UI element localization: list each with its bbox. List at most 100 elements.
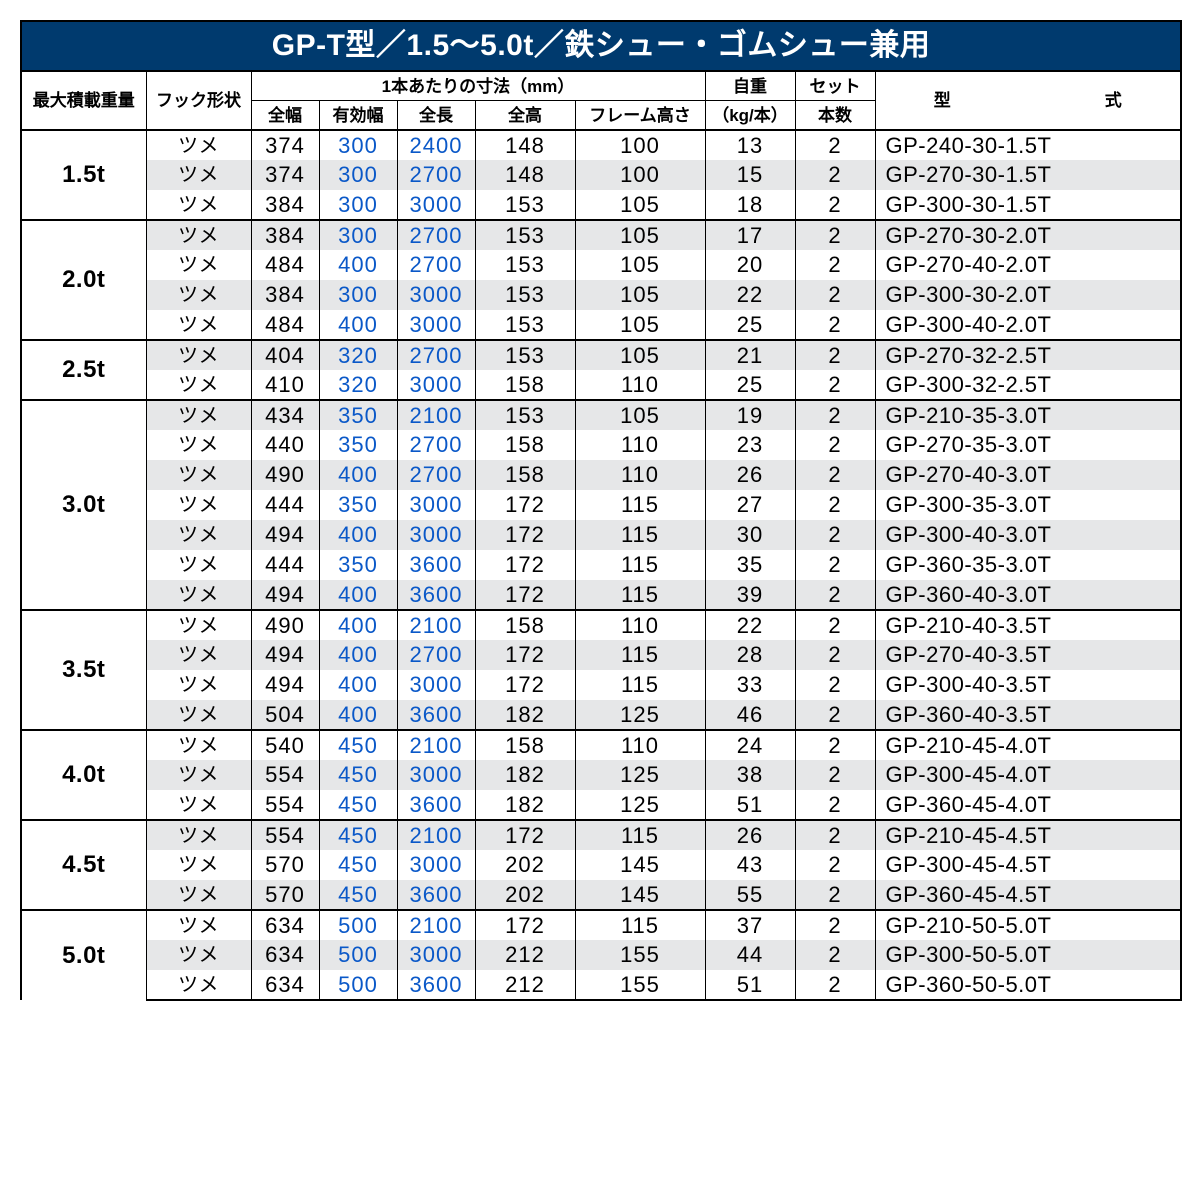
cell-full-width: 504 (251, 700, 319, 730)
cell-frame-height: 100 (575, 160, 705, 190)
cell-eff-width: 450 (319, 850, 397, 880)
cell-frame-height: 115 (575, 550, 705, 580)
cell-load: 4.0t (21, 730, 146, 820)
cell-full-length: 3000 (397, 940, 475, 970)
cell-weight: 21 (705, 340, 795, 370)
cell-hook: ツメ (146, 190, 251, 220)
cell-eff-width: 400 (319, 670, 397, 700)
cell-eff-width: 500 (319, 940, 397, 970)
cell-frame-height: 125 (575, 700, 705, 730)
header-row-1: 最大積載重量 フック形状 1本あたりの寸法（mm） 自重 セット 型 式 (21, 71, 1181, 101)
cell-full-width: 554 (251, 820, 319, 850)
table-row: ツメ4944003600172115392GP-360-40-3.0T (21, 580, 1181, 610)
cell-full-length: 2700 (397, 430, 475, 460)
cell-frame-height: 125 (575, 760, 705, 790)
cell-full-height: 182 (475, 790, 575, 820)
cell-model: GP-210-50-5.0T (875, 910, 1181, 940)
cell-hook: ツメ (146, 370, 251, 400)
cell-frame-height: 110 (575, 430, 705, 460)
cell-frame-height: 115 (575, 490, 705, 520)
cell-set: 2 (795, 250, 875, 280)
cell-hook: ツメ (146, 490, 251, 520)
cell-eff-width: 450 (319, 730, 397, 760)
cell-set: 2 (795, 880, 875, 910)
cell-model: GP-270-40-3.0T (875, 460, 1181, 490)
cell-full-width: 494 (251, 640, 319, 670)
cell-full-height: 148 (475, 160, 575, 190)
cell-weight: 22 (705, 610, 795, 640)
cell-set: 2 (795, 790, 875, 820)
cell-frame-height: 105 (575, 340, 705, 370)
cell-full-height: 153 (475, 190, 575, 220)
cell-hook: ツメ (146, 280, 251, 310)
cell-eff-width: 350 (319, 490, 397, 520)
cell-full-height: 158 (475, 370, 575, 400)
cell-eff-width: 300 (319, 220, 397, 250)
cell-set: 2 (795, 820, 875, 850)
cell-full-height: 148 (475, 130, 575, 160)
table-row: 2.0tツメ3843002700153105172GP-270-30-2.0T (21, 220, 1181, 250)
table-row: ツメ4944003000172115302GP-300-40-3.0T (21, 520, 1181, 550)
cell-full-width: 554 (251, 790, 319, 820)
table-row: ツメ4844002700153105202GP-270-40-2.0T (21, 250, 1181, 280)
cell-full-length: 3600 (397, 700, 475, 730)
cell-full-length: 3000 (397, 850, 475, 880)
cell-full-width: 484 (251, 250, 319, 280)
cell-full-length: 3000 (397, 490, 475, 520)
cell-eff-width: 450 (319, 790, 397, 820)
cell-frame-height: 110 (575, 460, 705, 490)
cell-full-height: 172 (475, 490, 575, 520)
cell-full-height: 158 (475, 430, 575, 460)
table-row: ツメ5704503000202145432GP-300-45-4.5T (21, 850, 1181, 880)
cell-hook: ツメ (146, 340, 251, 370)
cell-set: 2 (795, 640, 875, 670)
cell-model: GP-300-35-3.0T (875, 490, 1181, 520)
cell-model: GP-300-45-4.0T (875, 760, 1181, 790)
table-row: ツメ4844003000153105252GP-300-40-2.0T (21, 310, 1181, 340)
cell-full-width: 634 (251, 910, 319, 940)
cell-full-width: 494 (251, 520, 319, 550)
hdr-model: 型 式 (875, 71, 1181, 130)
hdr-full-length: 全長 (397, 101, 475, 131)
table-row: 4.5tツメ5544502100172115262GP-210-45-4.5T (21, 820, 1181, 850)
cell-full-length: 2100 (397, 910, 475, 940)
cell-set: 2 (795, 340, 875, 370)
cell-weight: 13 (705, 130, 795, 160)
cell-eff-width: 350 (319, 550, 397, 580)
cell-full-length: 3000 (397, 520, 475, 550)
cell-full-height: 172 (475, 640, 575, 670)
cell-weight: 25 (705, 370, 795, 400)
cell-eff-width: 300 (319, 130, 397, 160)
cell-weight: 28 (705, 640, 795, 670)
cell-set: 2 (795, 280, 875, 310)
cell-hook: ツメ (146, 850, 251, 880)
cell-set: 2 (795, 940, 875, 970)
cell-set: 2 (795, 700, 875, 730)
cell-full-length: 3000 (397, 280, 475, 310)
cell-hook: ツメ (146, 970, 251, 1000)
cell-full-height: 172 (475, 580, 575, 610)
hdr-weight: 自重 (705, 71, 795, 101)
cell-frame-height: 115 (575, 640, 705, 670)
cell-eff-width: 500 (319, 910, 397, 940)
cell-full-height: 212 (475, 940, 575, 970)
cell-full-length: 3000 (397, 370, 475, 400)
cell-set: 2 (795, 310, 875, 340)
table-row: 5.0tツメ6345002100172115372GP-210-50-5.0T (21, 910, 1181, 940)
cell-full-length: 3600 (397, 580, 475, 610)
table-row: 3.5tツメ4904002100158110222GP-210-40-3.5T (21, 610, 1181, 640)
cell-hook: ツメ (146, 610, 251, 640)
hdr-frame-height: フレーム高さ (575, 101, 705, 131)
cell-full-length: 3000 (397, 190, 475, 220)
cell-eff-width: 320 (319, 340, 397, 370)
cell-model: GP-360-40-3.0T (875, 580, 1181, 610)
cell-model: GP-270-35-3.0T (875, 430, 1181, 460)
cell-frame-height: 145 (575, 880, 705, 910)
cell-frame-height: 100 (575, 130, 705, 160)
hdr-set: セット (795, 71, 875, 101)
cell-frame-height: 145 (575, 850, 705, 880)
cell-eff-width: 350 (319, 400, 397, 430)
cell-full-width: 554 (251, 760, 319, 790)
hdr-eff-width: 有効幅 (319, 101, 397, 131)
cell-set: 2 (795, 670, 875, 700)
